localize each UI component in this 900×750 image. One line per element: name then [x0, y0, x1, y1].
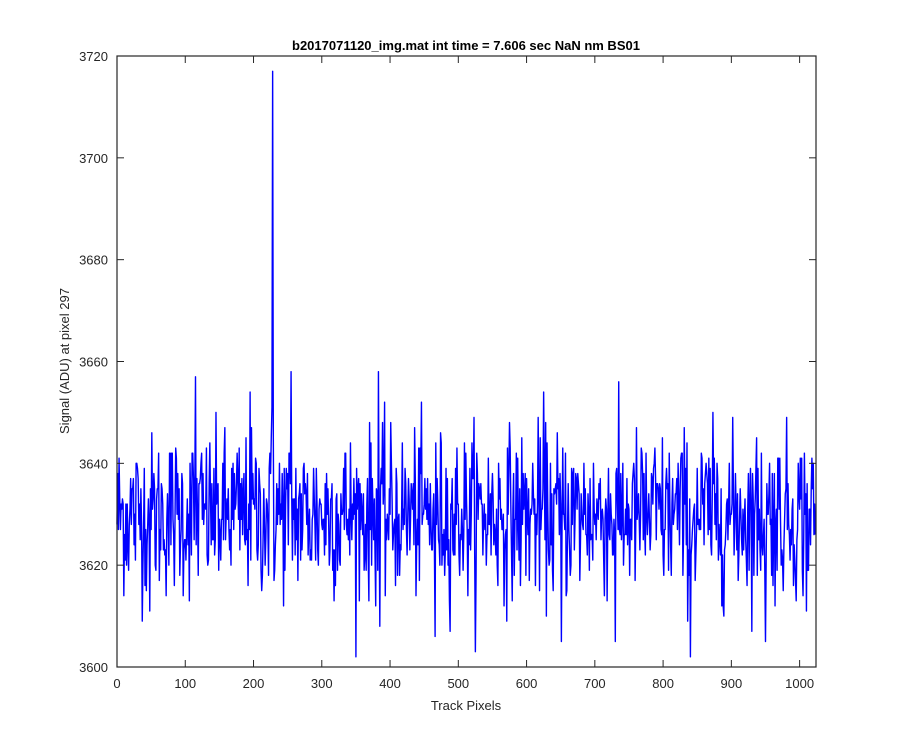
x-axis-ticks: 0 100 200 300 400 500 600 700 800 900 1000 — [113, 56, 814, 691]
x-tick-label: 400 — [379, 676, 401, 691]
y-axis-label: Signal (ADU) at pixel 297 — [57, 288, 72, 434]
chart-title: b2017071120_img.mat int time = 7.606 sec… — [292, 38, 640, 53]
x-axis-label: Track Pixels — [431, 698, 502, 713]
x-tick-label: 0 — [113, 676, 120, 691]
y-tick-label: 3660 — [79, 355, 108, 370]
signal-line — [116, 70, 817, 658]
y-tick-label: 3680 — [79, 253, 108, 268]
x-tick-label: 500 — [447, 676, 469, 691]
x-tick-label: 200 — [243, 676, 265, 691]
x-tick-label: 900 — [721, 676, 743, 691]
x-tick-label: 700 — [584, 676, 606, 691]
y-tick-label: 3640 — [79, 456, 108, 471]
x-tick-label: 600 — [516, 676, 538, 691]
x-tick-label: 800 — [652, 676, 674, 691]
y-tick-label: 3620 — [79, 558, 108, 573]
x-tick-label: 100 — [174, 676, 196, 691]
y-tick-label: 3720 — [79, 49, 108, 64]
y-tick-label: 3700 — [79, 151, 108, 166]
y-axis-ticks: 3600 3620 3640 3660 3680 3700 3720 — [79, 49, 816, 675]
x-tick-label: 1000 — [785, 676, 814, 691]
y-tick-label: 3600 — [79, 660, 108, 675]
x-tick-label: 300 — [311, 676, 333, 691]
plot-area — [117, 56, 816, 667]
